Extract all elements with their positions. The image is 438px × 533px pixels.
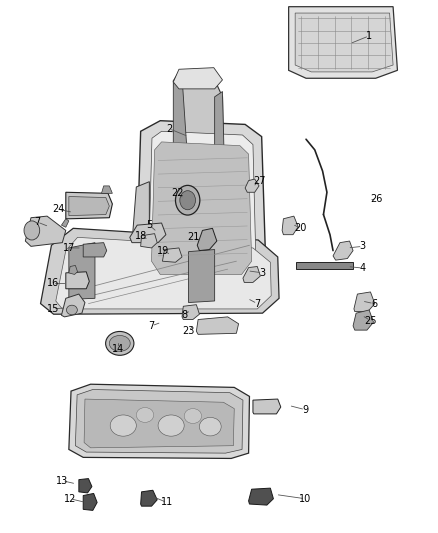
Polygon shape	[354, 292, 375, 312]
Polygon shape	[196, 317, 239, 334]
Text: 7: 7	[254, 298, 261, 309]
Text: 15: 15	[46, 304, 59, 314]
Polygon shape	[141, 490, 157, 506]
Polygon shape	[130, 223, 166, 243]
Text: 7: 7	[148, 321, 155, 331]
Polygon shape	[84, 399, 234, 448]
Text: 7: 7	[34, 217, 40, 227]
Polygon shape	[83, 243, 107, 257]
Polygon shape	[79, 479, 92, 493]
Polygon shape	[130, 182, 149, 272]
Ellipse shape	[67, 305, 78, 315]
Ellipse shape	[158, 415, 184, 436]
Polygon shape	[245, 179, 259, 192]
Circle shape	[176, 185, 200, 215]
Polygon shape	[243, 266, 260, 282]
Polygon shape	[41, 228, 279, 314]
Text: 8: 8	[181, 310, 187, 320]
Text: 24: 24	[52, 204, 64, 214]
Polygon shape	[188, 249, 215, 303]
Polygon shape	[162, 248, 182, 262]
Circle shape	[180, 191, 195, 210]
Polygon shape	[152, 142, 252, 274]
Polygon shape	[69, 243, 95, 300]
Polygon shape	[25, 216, 66, 246]
Text: 19: 19	[157, 246, 170, 256]
Polygon shape	[282, 216, 298, 235]
Text: 20: 20	[295, 223, 307, 233]
Polygon shape	[148, 131, 256, 280]
Polygon shape	[141, 233, 157, 248]
Text: 18: 18	[135, 231, 148, 241]
Text: 9: 9	[302, 405, 308, 415]
Polygon shape	[56, 237, 271, 309]
Text: 13: 13	[56, 476, 68, 486]
Text: 16: 16	[46, 278, 59, 288]
Polygon shape	[75, 390, 243, 453]
Text: 5: 5	[146, 220, 152, 230]
Ellipse shape	[106, 332, 134, 356]
Text: 21: 21	[187, 232, 200, 243]
Text: 1: 1	[366, 31, 372, 41]
Text: 26: 26	[371, 193, 383, 204]
Polygon shape	[297, 262, 353, 269]
Ellipse shape	[110, 335, 130, 351]
Text: 10: 10	[299, 494, 311, 504]
Polygon shape	[253, 399, 281, 414]
Polygon shape	[61, 219, 69, 227]
Text: 3: 3	[360, 241, 366, 252]
Text: 6: 6	[371, 298, 377, 309]
Polygon shape	[182, 305, 199, 319]
Text: 25: 25	[364, 316, 377, 326]
Polygon shape	[173, 77, 187, 160]
Text: 22: 22	[171, 188, 184, 198]
Polygon shape	[69, 384, 250, 458]
Polygon shape	[69, 197, 110, 216]
Polygon shape	[173, 68, 223, 89]
Ellipse shape	[184, 409, 201, 423]
Text: 3: 3	[259, 268, 265, 278]
Text: 2: 2	[166, 124, 172, 134]
Text: 27: 27	[253, 175, 265, 185]
Polygon shape	[215, 92, 224, 160]
Text: 14: 14	[112, 344, 124, 354]
Ellipse shape	[136, 408, 154, 422]
Polygon shape	[69, 265, 78, 274]
Text: 11: 11	[161, 497, 173, 507]
Polygon shape	[249, 488, 273, 505]
Polygon shape	[289, 7, 397, 78]
Ellipse shape	[110, 415, 136, 436]
Text: 17: 17	[63, 243, 75, 253]
Polygon shape	[83, 494, 97, 511]
Polygon shape	[197, 228, 217, 251]
Polygon shape	[295, 13, 393, 72]
Circle shape	[24, 221, 40, 240]
Polygon shape	[353, 310, 374, 330]
Ellipse shape	[199, 417, 221, 436]
Polygon shape	[61, 294, 85, 317]
Text: 23: 23	[182, 326, 195, 336]
Polygon shape	[333, 241, 353, 260]
Text: 12: 12	[64, 494, 76, 504]
Polygon shape	[66, 272, 89, 289]
Polygon shape	[66, 192, 113, 219]
Polygon shape	[173, 70, 223, 171]
Polygon shape	[102, 186, 113, 193]
Text: 4: 4	[360, 263, 366, 273]
Polygon shape	[136, 120, 266, 287]
